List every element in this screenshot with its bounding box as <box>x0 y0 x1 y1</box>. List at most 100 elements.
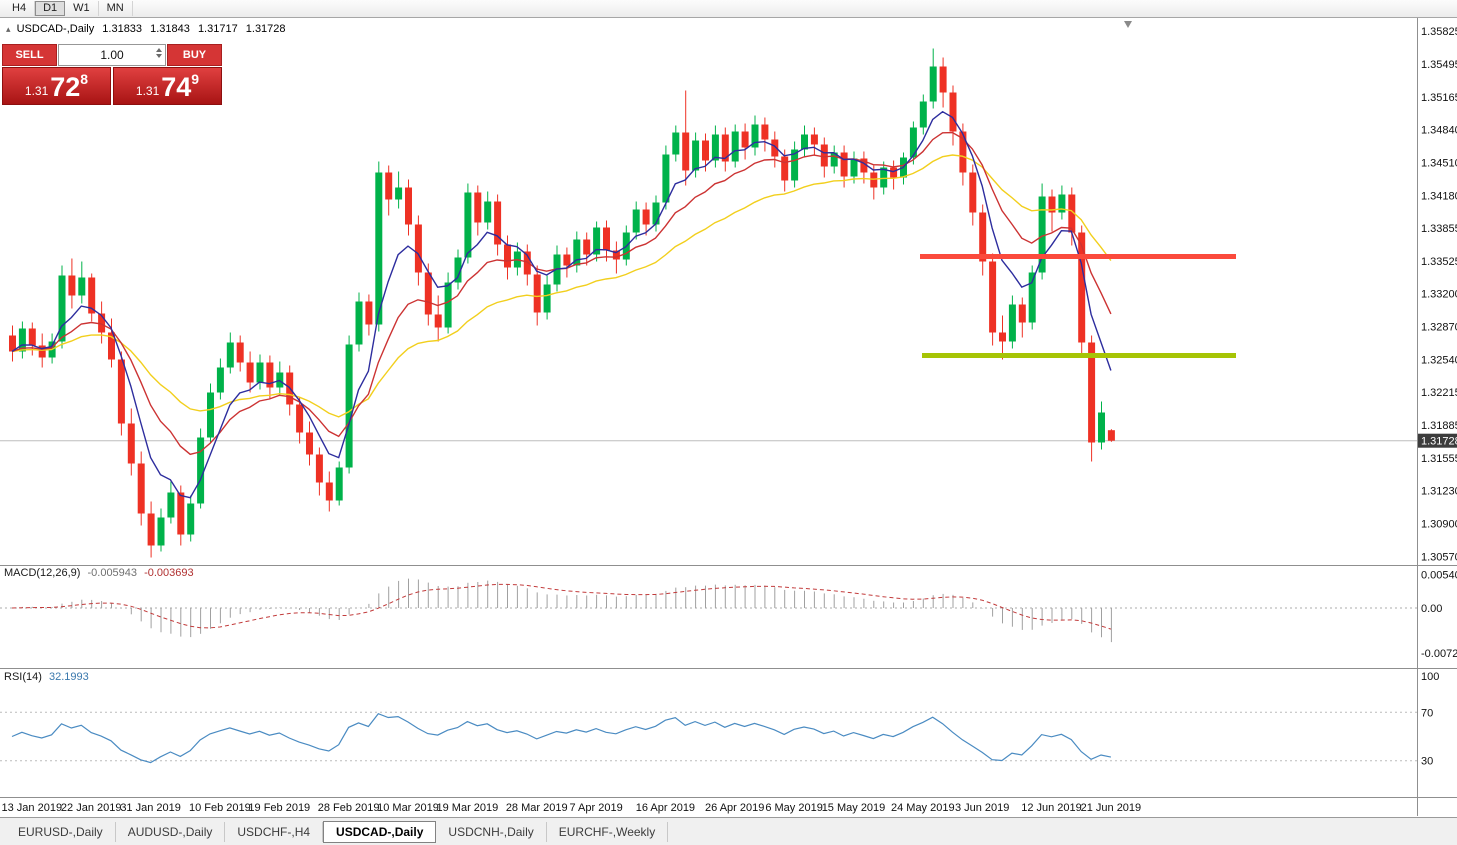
candle <box>375 161 383 332</box>
candle <box>989 253 997 346</box>
candle <box>504 235 511 280</box>
volume-spinner[interactable] <box>156 48 162 58</box>
candle <box>236 335 244 372</box>
spinner-up-icon[interactable] <box>156 48 162 52</box>
candle <box>1098 401 1105 450</box>
buy-price-big: 74 <box>161 72 192 102</box>
candle <box>1008 295 1016 349</box>
ohlc-close: 1.31728 <box>245 23 286 35</box>
candle <box>98 301 106 344</box>
timeframe-d1-button[interactable]: D1 <box>35 1 66 16</box>
candle <box>147 501 155 558</box>
candle <box>939 57 947 108</box>
price-tick: 1.34510 <box>1421 158 1457 170</box>
candle <box>405 179 412 236</box>
candle <box>593 221 601 262</box>
chart-tab-usdchf-h4[interactable]: USDCHF-,H4 <box>225 821 324 842</box>
price-tick: 1.34180 <box>1421 191 1457 203</box>
date-label: 6 May 2019 <box>765 802 822 814</box>
macd-signal-value: -0.003693 <box>144 567 194 579</box>
price-tick: 1.31230 <box>1421 486 1457 498</box>
candle <box>306 421 313 466</box>
candle <box>117 351 125 436</box>
macd-label: MACD(12,26,9) -0.005943 -0.003693 <box>4 567 198 579</box>
candle <box>771 131 779 168</box>
spinner-down-icon[interactable] <box>156 54 162 58</box>
volume-value: 1.00 <box>100 48 124 62</box>
chart-shift-marker[interactable] <box>1124 21 1132 28</box>
ohlc-open: 1.31833 <box>102 23 143 35</box>
volume-input[interactable]: 1.00 <box>58 44 166 66</box>
candle <box>137 451 145 526</box>
candle <box>969 164 977 226</box>
candle <box>791 141 799 188</box>
price-tick: 1.31885 <box>1421 420 1457 432</box>
candle <box>820 137 828 178</box>
candle <box>1068 187 1076 246</box>
candle <box>197 428 205 509</box>
date-label: 13 Jan 2019 <box>2 802 63 814</box>
candle <box>1038 183 1046 280</box>
price-tick: 1.35165 <box>1421 92 1457 104</box>
candle <box>494 194 502 256</box>
candle <box>721 127 729 172</box>
candle <box>78 261 86 304</box>
sell-button[interactable]: SELL <box>2 44 57 66</box>
candle <box>454 249 462 290</box>
candle <box>296 397 304 444</box>
timeframe-mn-button[interactable]: MN <box>99 1 133 16</box>
candle <box>563 247 571 278</box>
ohlc-low: 1.31717 <box>197 23 238 35</box>
price-tick: 1.30570 <box>1421 552 1457 564</box>
macd-plot <box>0 578 1417 643</box>
candle <box>68 258 76 309</box>
timeframe-h4-button[interactable]: H4 <box>4 1 36 16</box>
ma-28-line <box>11 154 1112 418</box>
price-tick: 1.32215 <box>1421 387 1457 399</box>
candle <box>632 201 640 240</box>
candle <box>167 481 175 524</box>
resistance-line[interactable] <box>920 254 1236 259</box>
timeframe-w1-button[interactable]: W1 <box>65 1 99 16</box>
chart-tab-usdcnh-daily[interactable]: USDCNH-,Daily <box>436 821 547 842</box>
date-label: 22 Jan 2019 <box>61 802 122 814</box>
chart-tab-eurchf-weekly[interactable]: EURCHF-,Weekly <box>547 821 669 842</box>
date-label: 15 May 2019 <box>822 802 886 814</box>
candle <box>652 195 660 232</box>
candle <box>1107 429 1115 442</box>
candle <box>999 315 1006 360</box>
candle <box>355 292 363 352</box>
date-label: 3 Jun 2019 <box>955 802 1009 814</box>
price-tick: 1.35825 <box>1421 26 1457 38</box>
chart-plot-area[interactable] <box>0 18 1417 565</box>
price-tick: 1.35495 <box>1421 59 1457 71</box>
candle <box>850 151 858 184</box>
candle <box>890 160 898 190</box>
rsi-value: 32.1993 <box>48 671 89 683</box>
sell-price-button[interactable]: 1.31 72 8 <box>2 67 111 105</box>
candle <box>751 115 759 156</box>
buy-price-sup: 9 <box>191 71 200 87</box>
chart-symbol-label: USDCAD-,Daily <box>16 23 95 35</box>
candle <box>761 117 769 152</box>
candle <box>385 165 393 216</box>
buy-price-button[interactable]: 1.31 74 9 <box>113 67 222 105</box>
chart-tab-usdcad-daily[interactable]: USDCAD-,Daily <box>323 820 437 843</box>
buy-button[interactable]: BUY <box>167 44 222 66</box>
candle <box>207 383 214 444</box>
one-click-collapse-icon[interactable]: ▴ <box>6 24 11 34</box>
chart-tab-eurusd-daily[interactable]: EURUSD-,Daily <box>6 821 116 842</box>
candle <box>830 145 838 174</box>
price-tick: 1.33855 <box>1421 223 1457 235</box>
date-label: 31 Jan 2019 <box>120 802 181 814</box>
support-line[interactable] <box>922 353 1236 358</box>
date-label: 19 Mar 2019 <box>437 802 499 814</box>
ma-6-line <box>11 110 1112 499</box>
candle <box>444 272 452 334</box>
rsi-scale-tick: 100 <box>1421 671 1439 683</box>
candle <box>1028 265 1036 330</box>
candle <box>395 171 403 209</box>
chart-tab-audusd-daily[interactable]: AUDUSD-,Daily <box>116 821 226 842</box>
candle <box>434 295 442 342</box>
